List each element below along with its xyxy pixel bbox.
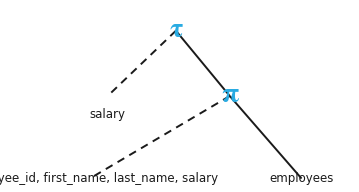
Text: employees: employees xyxy=(269,172,334,185)
Text: employee_id, first_name, last_name, salary: employee_id, first_name, last_name, sala… xyxy=(0,172,218,185)
Text: τ: τ xyxy=(169,18,183,43)
Text: salary: salary xyxy=(90,108,126,121)
Text: π: π xyxy=(221,84,238,108)
